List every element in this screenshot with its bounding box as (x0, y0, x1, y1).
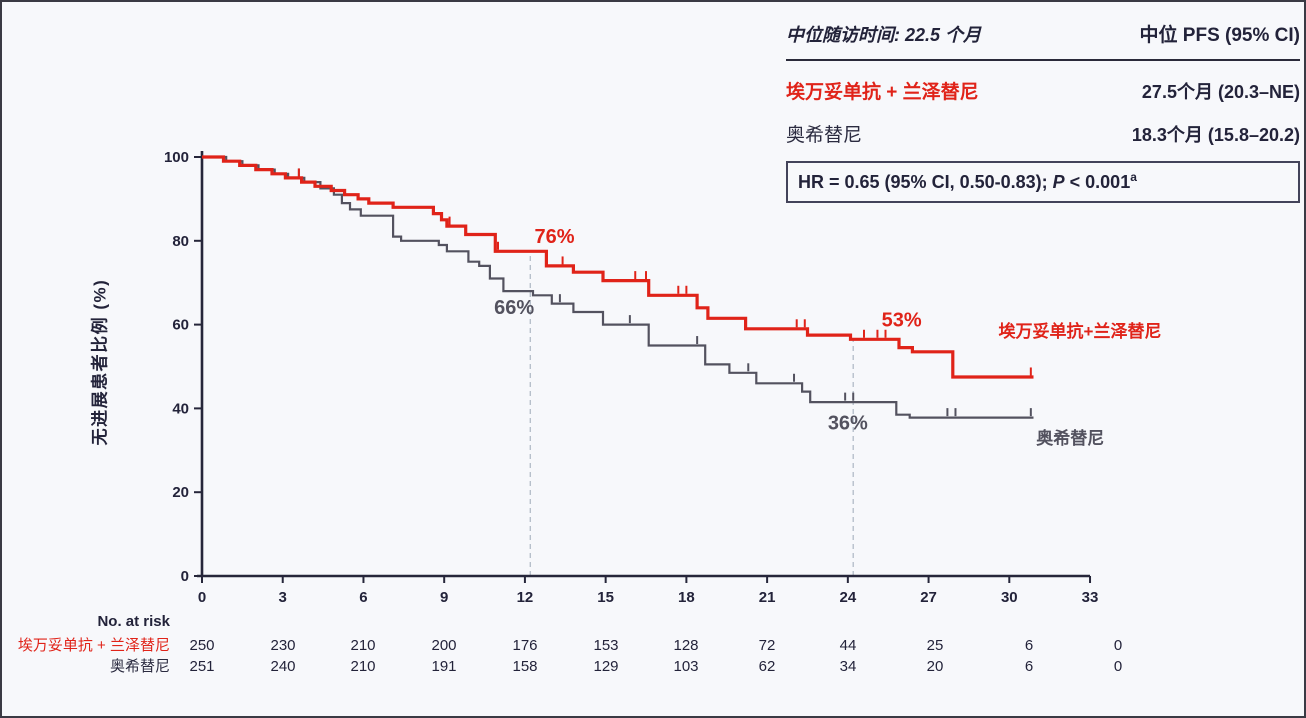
at-risk-count: 44 (839, 637, 857, 654)
at-risk-count: 72 (758, 637, 776, 654)
at-risk-title: No. at risk (97, 613, 170, 630)
x-tick-label: 9 (440, 589, 448, 606)
at-risk-count: 191 (431, 658, 457, 675)
hr-p-symbol: P (1052, 172, 1065, 192)
at-risk-count: 210 (350, 658, 376, 675)
x-tick-label: 24 (839, 589, 856, 606)
at-risk-count: 6 (1024, 658, 1034, 675)
landmark-dashed-lines (529, 251, 854, 576)
at-risk-count: 6 (1024, 637, 1034, 654)
arm1-median-pfs: 27.5个月 (20.3–NE) (1141, 82, 1300, 102)
median-pfs-header: 中位 PFS (95% CI) (1139, 25, 1300, 46)
x-tick-label: 21 (759, 589, 776, 606)
curve-annotations: 66% 36% 奥希替尼 (494, 297, 1104, 448)
landmark-rate-label: 76% (535, 226, 575, 248)
x-tick-label: 27 (920, 589, 937, 606)
at-risk-count: 128 (673, 637, 699, 654)
x-tick-label: 15 (597, 589, 614, 606)
at-risk-count: 240 (270, 658, 296, 675)
at-risk-count: 230 (270, 637, 296, 654)
at-risk-count: 153 (593, 637, 619, 654)
landmark-rate-label: 66% (494, 297, 534, 319)
at-risk-row-label: 埃万妥单抗 + 兰泽替尼 (17, 637, 170, 654)
arm-row-osimertinib: 奥希替尼 18.3个月 (15.8–20.2) (786, 120, 1300, 147)
y-tick-label: 60 (172, 317, 189, 334)
at-risk-count: 0 (1113, 637, 1123, 654)
at-risk-count: 158 (512, 658, 538, 675)
arm2-label: 奥希替尼 (786, 125, 863, 146)
stats-header-row: 中位随访时间: 22.5 个月 中位 PFS (95% CI) (786, 20, 1300, 61)
hr-p-value: < 0.001 (1064, 172, 1131, 192)
axes (197, 151, 1091, 578)
at-risk-count: 200 (431, 637, 457, 654)
at-risk-count: 103 (673, 658, 699, 675)
curve-annotations: 76% 53% 埃万妥单抗+兰泽替尼 (535, 226, 1162, 341)
at-risk-count: 62 (758, 658, 776, 675)
x-tick-label: 12 (517, 589, 534, 606)
y-axis-title: 无进展患者比例 (%) (90, 278, 110, 446)
arm1-label: 埃万妥单抗 + 兰泽替尼 (786, 82, 979, 103)
at-risk-count: 20 (926, 658, 944, 675)
y-tick-label: 40 (172, 400, 189, 417)
km-curve-path (202, 155, 1034, 379)
at-risk-count: 250 (189, 637, 215, 654)
x-tick-label: 3 (279, 589, 287, 606)
hr-text: HR = 0.65 (95% CI, 0.50-0.83); (798, 172, 1053, 192)
arm-row-amivantamab: 埃万妥单抗 + 兰泽替尼 27.5个月 (20.3–NE) (786, 77, 1300, 104)
at-risk-count: 251 (189, 658, 215, 675)
at-risk-count: 210 (350, 637, 376, 654)
curve-name-label: 埃万妥单抗+兰泽替尼 (999, 321, 1162, 341)
x-axis-ticks: 0 3 6 9 12 15 18 21 24 27 30 33 (198, 576, 1099, 606)
hazard-ratio-box: HR = 0.65 (95% CI, 0.50-0.83); P < 0.001… (786, 161, 1300, 203)
x-tick-label: 30 (1001, 589, 1018, 606)
at-risk-count: 25 (926, 637, 944, 654)
km-curve (202, 155, 1034, 379)
hr-footnote-superscript: a (1130, 170, 1137, 184)
y-tick-label: 80 (172, 233, 189, 250)
at-risk-count: 176 (512, 637, 538, 654)
median-followup-text: 中位随访时间: 22.5 个月 (786, 25, 982, 45)
y-tick-label: 100 (164, 149, 189, 166)
at-risk-row-label: 奥希替尼 (109, 658, 170, 675)
y-tick-label: 20 (172, 484, 189, 501)
landmark-rate-label: 53% (882, 310, 922, 332)
x-tick-label: 6 (359, 589, 367, 606)
y-axis-ticks: 0 20 40 60 80 100 (164, 149, 202, 585)
y-tick-label: 0 (181, 568, 189, 585)
at-risk-count: 34 (839, 658, 857, 675)
x-tick-label: 18 (678, 589, 695, 606)
at-risk-count: 0 (1113, 658, 1123, 675)
landmark-rate-label: 36% (828, 412, 868, 434)
at-risk-count: 129 (593, 658, 619, 675)
curve-name-label: 奥希替尼 (1036, 428, 1104, 448)
arm2-median-pfs: 18.3个月 (15.8–20.2) (1131, 125, 1300, 145)
x-tick-label: 0 (198, 589, 206, 606)
x-tick-label: 33 (1082, 589, 1099, 606)
stats-panel: 中位随访时间: 22.5 个月 中位 PFS (95% CI) 埃万妥单抗 + … (786, 20, 1300, 203)
